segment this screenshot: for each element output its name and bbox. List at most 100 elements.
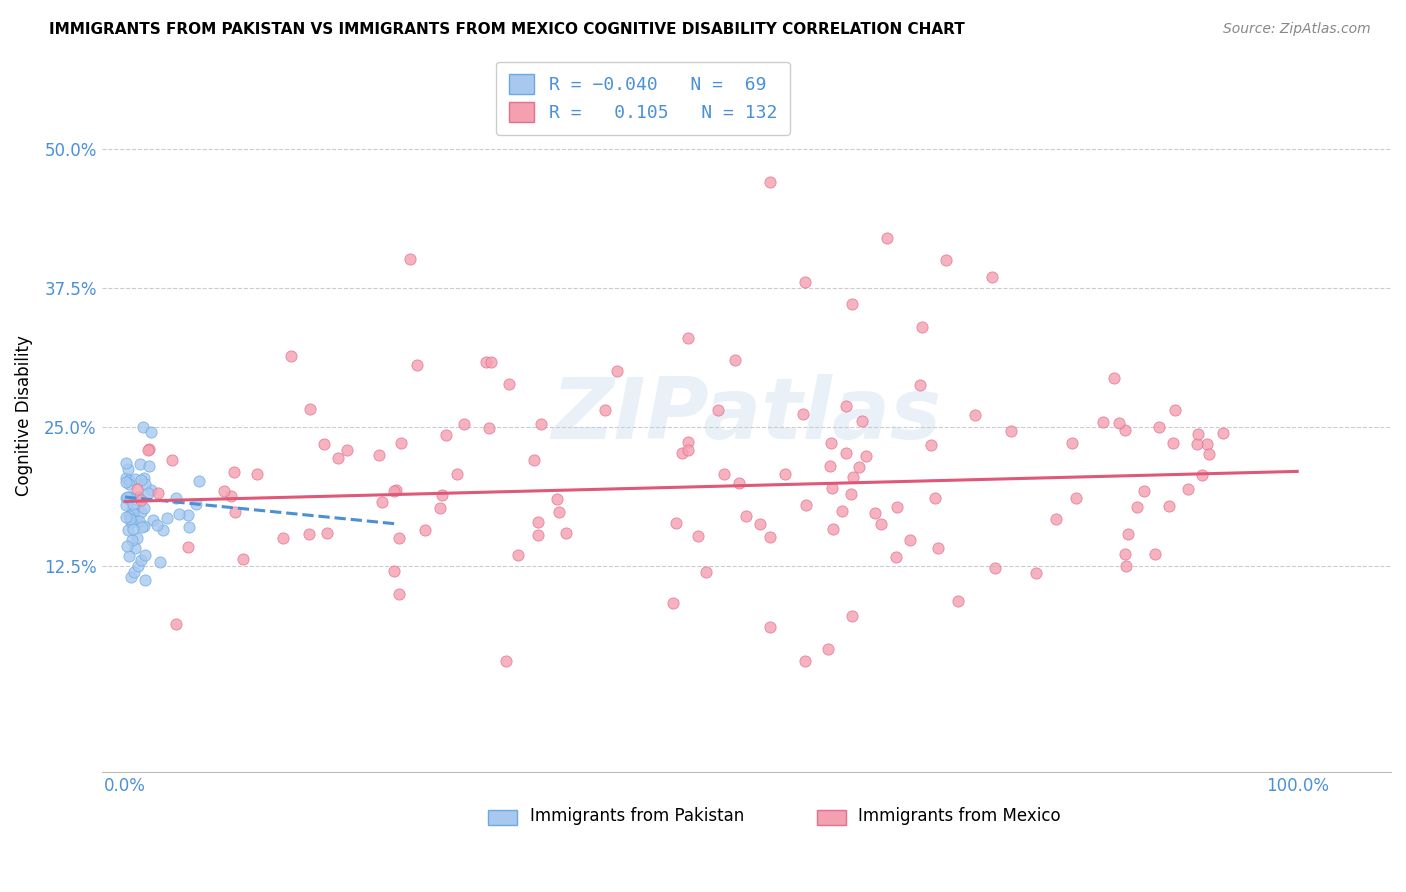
- Point: [548, 505, 571, 519]
- Point: [326, 450, 349, 465]
- Point: [817, 642, 839, 657]
- Point: [981, 269, 1004, 284]
- Point: [125, 482, 148, 496]
- Point: [131, 420, 153, 434]
- Point: [706, 402, 728, 417]
- Point: [398, 252, 420, 266]
- Point: [676, 434, 699, 449]
- Point: [118, 491, 141, 505]
- Point: [188, 474, 211, 488]
- Text: Source: ZipAtlas.com: Source: ZipAtlas.com: [1223, 22, 1371, 37]
- Point: [855, 449, 877, 463]
- Point: [219, 489, 242, 503]
- Point: [1185, 437, 1208, 451]
- Point: [886, 500, 908, 514]
- Point: [139, 425, 162, 440]
- Point: [430, 488, 453, 502]
- Point: [127, 559, 149, 574]
- Point: [165, 617, 187, 632]
- Point: [388, 531, 411, 545]
- Point: [555, 526, 578, 541]
- Point: [136, 485, 159, 500]
- Point: [946, 594, 969, 608]
- Point: [134, 519, 156, 533]
- Point: [665, 516, 688, 530]
- Point: [911, 319, 934, 334]
- Point: [298, 401, 321, 416]
- Point: [1157, 499, 1180, 513]
- Point: [841, 297, 863, 311]
- Point: [115, 475, 138, 489]
- Point: [547, 492, 569, 507]
- Point: [222, 465, 245, 479]
- Point: [121, 502, 143, 516]
- Point: [495, 654, 517, 668]
- Point: [167, 507, 190, 521]
- Point: [115, 498, 138, 512]
- Point: [127, 515, 149, 529]
- Point: [506, 548, 529, 562]
- Point: [132, 501, 155, 516]
- Point: [793, 654, 815, 668]
- Point: [1091, 415, 1114, 429]
- Point: [1115, 558, 1137, 573]
- Point: [122, 522, 145, 536]
- Point: [118, 512, 141, 526]
- Point: [118, 509, 141, 524]
- Point: [851, 414, 873, 428]
- Point: [593, 403, 616, 417]
- Point: [1000, 424, 1022, 438]
- FancyBboxPatch shape: [817, 810, 845, 825]
- Point: [1161, 436, 1184, 450]
- Point: [146, 486, 169, 500]
- Point: [794, 498, 817, 512]
- Point: [884, 549, 907, 564]
- Point: [924, 491, 946, 505]
- Text: ZIPatlas: ZIPatlas: [551, 375, 942, 458]
- Point: [131, 553, 153, 567]
- Point: [876, 230, 898, 244]
- Point: [446, 467, 468, 481]
- Point: [735, 509, 758, 524]
- Point: [149, 555, 172, 569]
- Point: [758, 175, 780, 189]
- Point: [1198, 447, 1220, 461]
- Point: [839, 486, 862, 500]
- Point: [713, 467, 735, 481]
- Point: [865, 506, 887, 520]
- Point: [676, 331, 699, 345]
- Point: [1114, 547, 1136, 561]
- FancyBboxPatch shape: [488, 810, 517, 825]
- Point: [758, 620, 780, 634]
- Point: [820, 436, 842, 450]
- Point: [1191, 467, 1213, 482]
- Point: [246, 467, 269, 481]
- Point: [115, 509, 138, 524]
- Point: [821, 522, 844, 536]
- Point: [821, 481, 844, 495]
- Point: [723, 353, 745, 368]
- Point: [841, 609, 863, 624]
- Point: [186, 498, 208, 512]
- Point: [793, 275, 815, 289]
- Point: [920, 438, 942, 452]
- Point: [131, 519, 153, 533]
- Point: [139, 483, 162, 497]
- Point: [688, 529, 710, 543]
- Point: [142, 513, 165, 527]
- Point: [527, 528, 550, 542]
- Point: [695, 565, 717, 579]
- Point: [835, 399, 858, 413]
- Point: [908, 378, 931, 392]
- Point: [1144, 547, 1167, 561]
- Point: [792, 407, 814, 421]
- Point: [385, 483, 408, 497]
- Point: [389, 436, 412, 450]
- Point: [129, 493, 152, 508]
- Point: [127, 490, 149, 504]
- Point: [1164, 403, 1187, 417]
- Point: [382, 484, 405, 499]
- Point: [382, 564, 405, 578]
- Point: [280, 349, 302, 363]
- Point: [1177, 482, 1199, 496]
